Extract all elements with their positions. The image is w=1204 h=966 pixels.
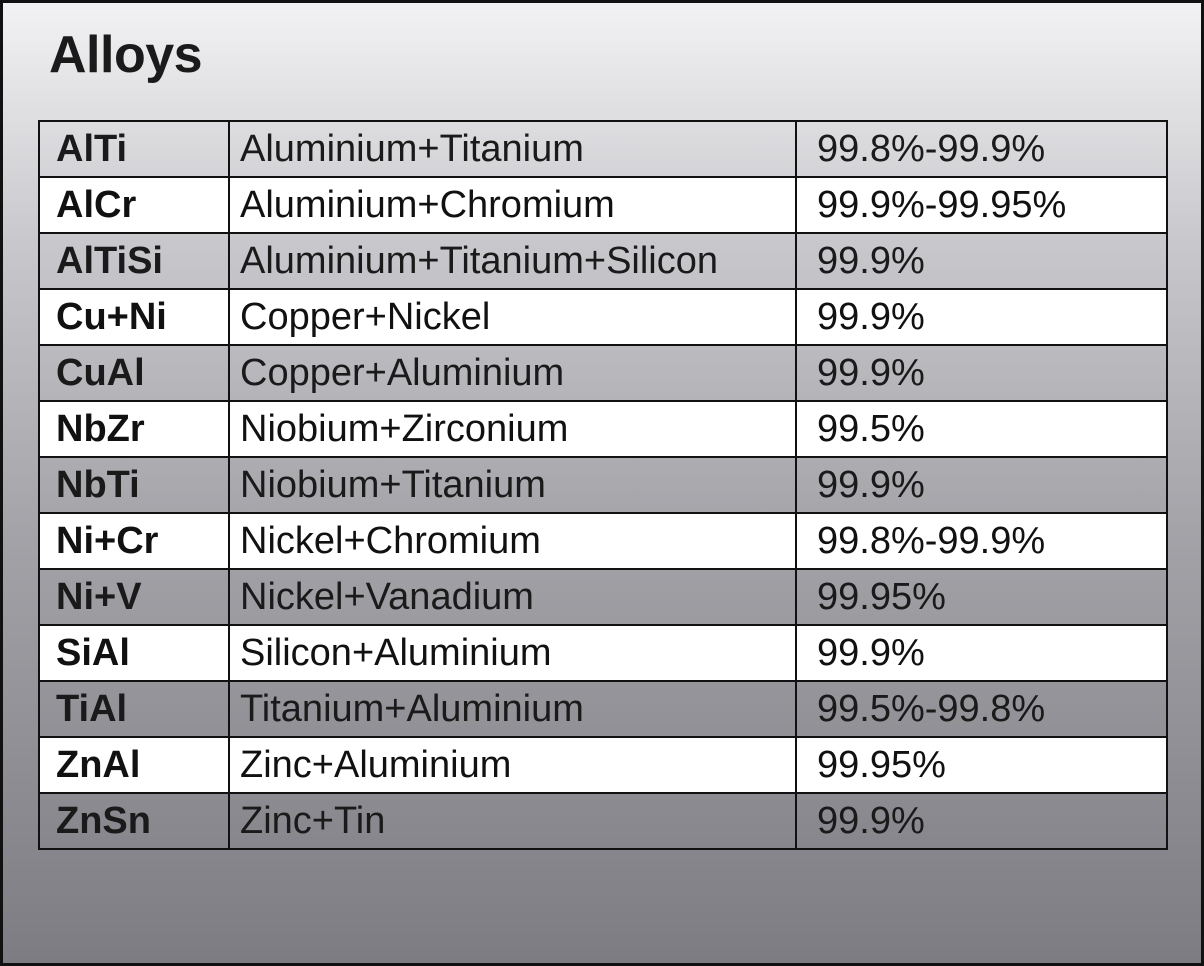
alloy-composition: Copper+Aluminium [228,344,797,402]
alloy-code: TiAl [38,680,230,738]
alloy-code: Ni+Cr [38,512,230,570]
alloy-composition: Titanium+Aluminium [228,680,797,738]
table-row: AlTiSi Aluminium+Titanium+Silicon 99.9% [38,232,1168,290]
alloy-purity: 99.9% [795,456,1168,514]
alloy-purity: 99.9%-99.95% [795,176,1168,234]
table-row: ZnAl Zinc+Aluminium 99.95% [38,736,1168,794]
alloy-code: NbTi [38,456,230,514]
table-row: NbZr Niobium+Zirconium 99.5% [38,400,1168,458]
alloy-purity: 99.9% [795,288,1168,346]
alloy-code: NbZr [38,400,230,458]
alloy-purity: 99.9% [795,624,1168,682]
table-row: AlCr Aluminium+Chromium 99.9%-99.95% [38,176,1168,234]
alloy-purity: 99.8%-99.9% [795,512,1168,570]
alloy-composition: Silicon+Aluminium [228,624,797,682]
alloy-code: Ni+V [38,568,230,626]
alloy-composition: Aluminium+Titanium+Silicon [228,232,797,290]
alloy-composition: Aluminium+Chromium [228,176,797,234]
alloy-composition: Zinc+Aluminium [228,736,797,794]
alloy-composition: Aluminium+Titanium [228,120,797,178]
table-row: TiAl Titanium+Aluminium 99.5%-99.8% [38,680,1168,738]
alloy-code: AlTiSi [38,232,230,290]
alloy-composition: Niobium+Zirconium [228,400,797,458]
alloy-purity: 99.9% [795,232,1168,290]
alloy-purity: 99.9% [795,344,1168,402]
alloy-purity: 99.95% [795,568,1168,626]
table-row: SiAl Silicon+Aluminium 99.9% [38,624,1168,682]
alloy-code: AlTi [38,120,230,178]
alloy-composition: Zinc+Tin [228,792,797,850]
table-row: Cu+Ni Copper+Nickel 99.9% [38,288,1168,346]
alloy-purity: 99.95% [795,736,1168,794]
alloy-purity: 99.9% [795,792,1168,850]
table-row: ZnSn Zinc+Tin 99.9% [38,792,1168,850]
table-row: Ni+V Nickel+Vanadium 99.95% [38,568,1168,626]
alloy-code: ZnSn [38,792,230,850]
title: Alloys [49,26,203,84]
alloy-purity: 99.5%-99.8% [795,680,1168,738]
alloy-code: CuAl [38,344,230,402]
alloy-code: ZnAl [38,736,230,794]
alloy-code: Cu+Ni [38,288,230,346]
table-row: NbTi Niobium+Titanium 99.9% [38,456,1168,514]
alloy-purity: 99.5% [795,400,1168,458]
alloy-composition: Niobium+Titanium [228,456,797,514]
table-row: Ni+Cr Nickel+Chromium 99.8%-99.9% [38,512,1168,570]
alloy-composition: Nickel+Chromium [228,512,797,570]
alloy-code: SiAl [38,624,230,682]
alloy-purity: 99.8%-99.9% [795,120,1168,178]
table-row: CuAl Copper+Aluminium 99.9% [38,344,1168,402]
table-row: AlTi Aluminium+Titanium 99.8%-99.9% [38,120,1168,178]
alloy-composition: Nickel+Vanadium [228,568,797,626]
alloy-code: AlCr [38,176,230,234]
alloy-composition: Copper+Nickel [228,288,797,346]
alloys-table: AlTi Aluminium+Titanium 99.8%-99.9% AlCr Alu… [38,120,1168,850]
